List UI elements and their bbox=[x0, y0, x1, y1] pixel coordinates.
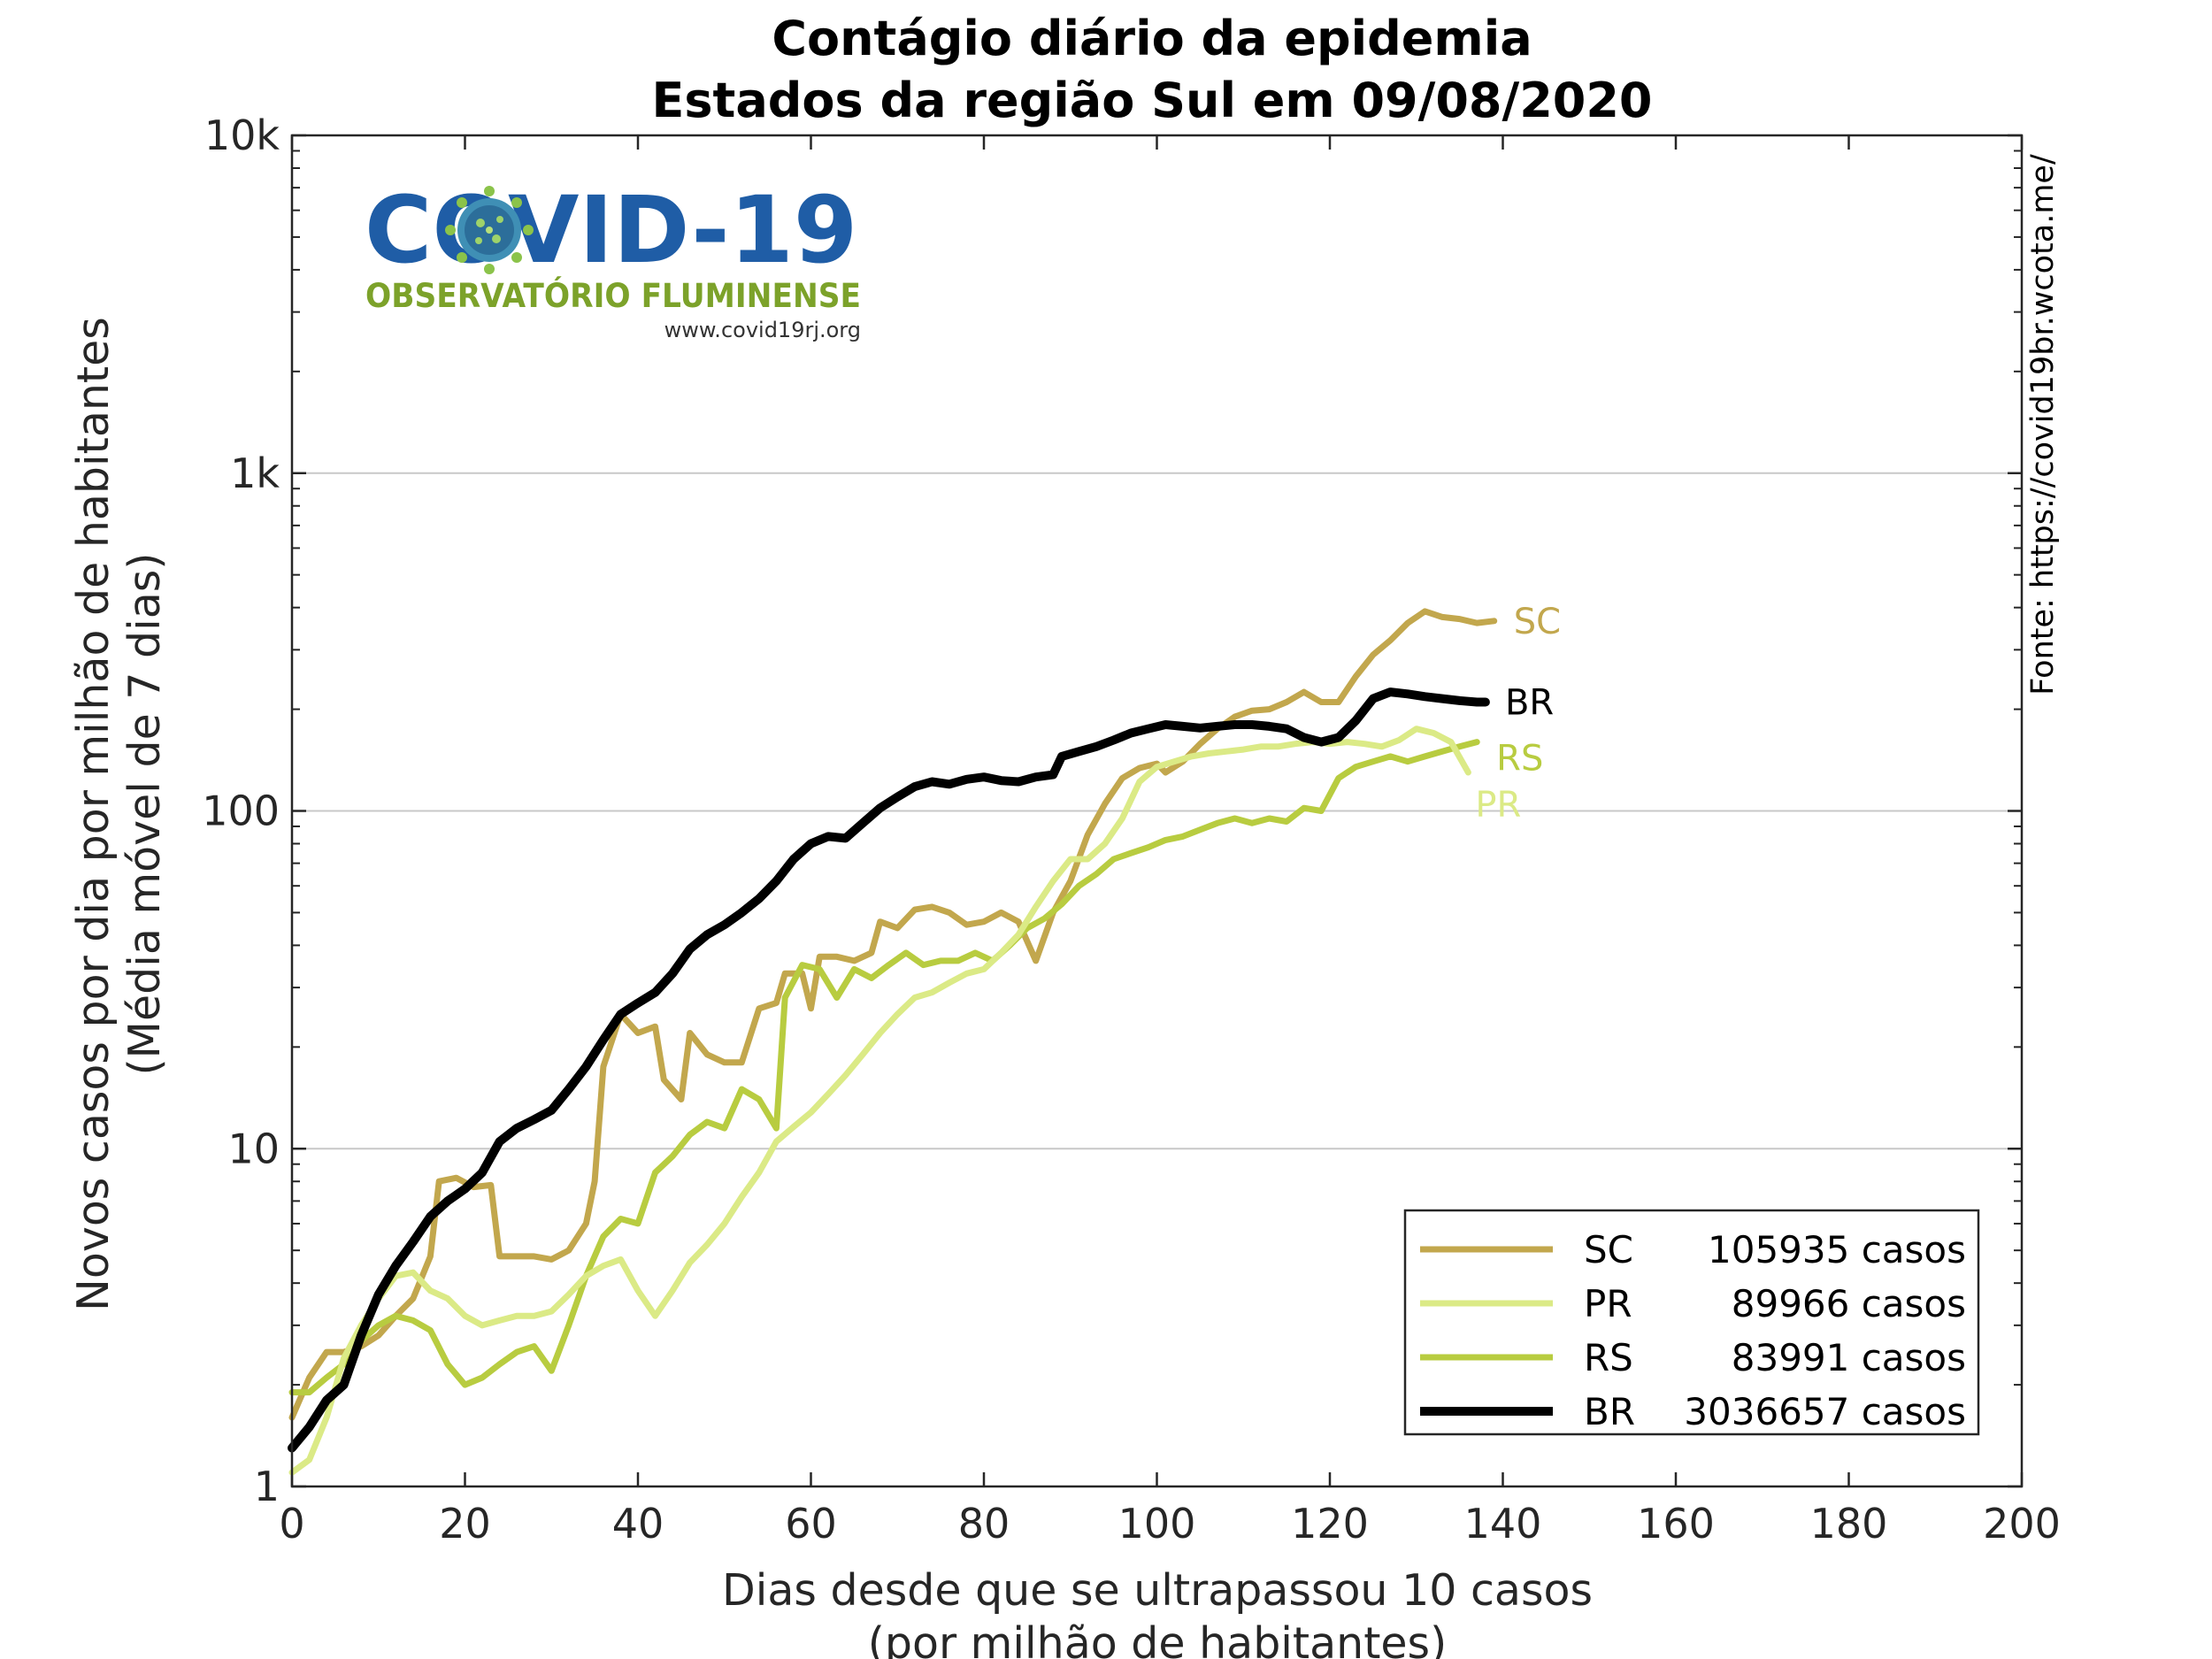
x-tick-label: 200 bbox=[1983, 1500, 2061, 1548]
plot-area bbox=[290, 134, 2024, 1488]
legend-series-total: 3036657 casos bbox=[1684, 1390, 1966, 1433]
x-tick-label: 180 bbox=[1810, 1500, 1888, 1548]
legend: SC 105935 casos PR 89966 casos RS 83991 casos… bbox=[1403, 1209, 1980, 1436]
virus-icon bbox=[445, 186, 534, 274]
chart-title: Contágio diário da epidemia bbox=[772, 11, 1532, 66]
legend-series-name: SC bbox=[1584, 1228, 1633, 1271]
axis-ticks: 1 10 100 1k 10k 0 20 40 60 80 100 120 140 160 180 200 bbox=[202, 111, 2061, 1548]
series-end-label: PR bbox=[1475, 785, 1521, 826]
y-axis-label-2: (Média móvel de 7 dias) bbox=[119, 553, 170, 1076]
y-tick-label: 100 bbox=[202, 787, 280, 835]
series-lines bbox=[288, 608, 1498, 1476]
legend-series-name: PR bbox=[1584, 1282, 1632, 1325]
logo-url: www.covid19rj.org bbox=[664, 318, 861, 342]
series-end-label: RS bbox=[1496, 739, 1543, 780]
legend-series-total: 83991 casos bbox=[1732, 1336, 1966, 1379]
series-line-sc bbox=[288, 608, 1498, 1421]
x-tick-label: 60 bbox=[785, 1500, 837, 1548]
series-end-label: BR bbox=[1505, 682, 1554, 723]
x-tick-label: 100 bbox=[1118, 1500, 1196, 1548]
x-tick-label: 140 bbox=[1464, 1500, 1542, 1548]
x-tick-label: 20 bbox=[439, 1500, 491, 1548]
y-tick-label: 10 bbox=[227, 1125, 280, 1172]
y-axis-label: Novos casos por dia por milhão de habita… bbox=[68, 317, 119, 1311]
grid bbox=[292, 472, 2022, 1150]
y-tick-label: 1k bbox=[230, 449, 280, 497]
x-tick-label: 40 bbox=[612, 1500, 664, 1548]
x-tick-label: 160 bbox=[1637, 1500, 1715, 1548]
logo-title: COVID-19 bbox=[365, 176, 857, 284]
legend-series-total: 89966 casos bbox=[1732, 1282, 1966, 1325]
chart-subtitle: Estados da região Sul em 09/08/2020 bbox=[652, 73, 1653, 128]
legend-series-name: BR bbox=[1584, 1390, 1635, 1433]
x-tick-label: 80 bbox=[958, 1500, 1010, 1548]
y-tick-label: 1 bbox=[254, 1463, 280, 1510]
series-line-rs bbox=[288, 739, 1480, 1396]
x-tick-label: 120 bbox=[1291, 1500, 1369, 1548]
series-line-br bbox=[288, 687, 1490, 1453]
x-tick-label: 0 bbox=[279, 1500, 304, 1548]
logo-subtitle: OBSERVATÓRIO FLUMINENSE bbox=[365, 276, 861, 315]
series-labels: SC PR RS BR bbox=[1475, 602, 1561, 826]
logo: COVID-19 OBSERVATÓRIO FLUMINENSE www.cov… bbox=[365, 176, 861, 342]
y-tick-label: 10k bbox=[204, 111, 280, 159]
series-line-pr bbox=[288, 726, 1471, 1476]
x-axis-label-2: (por milhão de habitantes) bbox=[868, 1618, 1447, 1659]
legend-series-name: RS bbox=[1584, 1336, 1633, 1379]
legend-series-total: 105935 casos bbox=[1708, 1228, 1966, 1271]
x-axis-label: Dias desde que se ultrapassou 10 casos bbox=[722, 1565, 1593, 1616]
series-end-label: SC bbox=[1514, 602, 1561, 642]
source-text: Fonte: https://covid19br.wcota.me/ bbox=[2025, 154, 2061, 695]
